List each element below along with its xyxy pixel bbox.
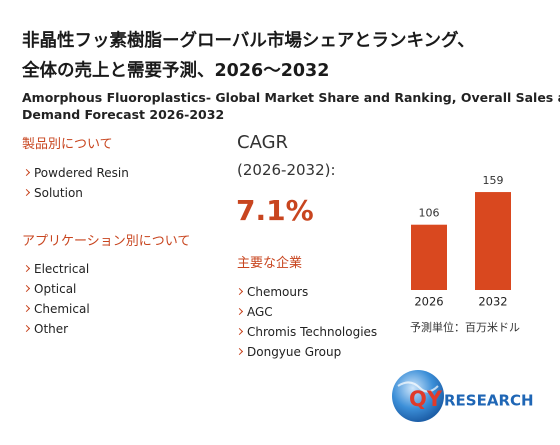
list-item: Solution	[24, 186, 83, 200]
list-item: Chemours	[237, 285, 308, 299]
cagr-label: CAGR	[237, 132, 289, 153]
cagr-period: (2026-2032):	[237, 161, 336, 179]
title: 全体の売上と需要予測、2026～2032	[22, 61, 330, 81]
list-item: AGC	[237, 305, 273, 319]
logo-swoosh	[397, 381, 439, 393]
list-item: Chemical	[24, 302, 90, 316]
logo-name: RESEARCH	[444, 392, 534, 410]
section-heading: 主要な企業	[237, 256, 303, 271]
list-item: Optical	[24, 282, 76, 296]
x-tick-label: 2032	[478, 295, 507, 309]
cagr-value: 7.1%	[236, 194, 314, 227]
subtitle: Amorphous Fluoroplastics- Global Market …	[22, 90, 560, 105]
bar	[411, 224, 447, 290]
data-label: 106	[419, 207, 440, 220]
data-label: 159	[483, 174, 504, 187]
list-item: Chromis Technologies	[237, 325, 377, 339]
chart-note: 予測単位：百万米ドル	[410, 320, 520, 334]
bar	[475, 192, 511, 290]
list-item: Powdered Resin	[24, 166, 129, 180]
list-item: Electrical	[24, 262, 89, 276]
section-heading: アプリケーション別について	[22, 234, 191, 249]
section-heading: 製品別について	[22, 137, 113, 152]
list-item: Dongyue Group	[237, 345, 341, 359]
list-item: Other	[24, 322, 68, 336]
x-tick-label: 2026	[414, 295, 443, 309]
subtitle: Demand Forecast 2026-2032	[22, 107, 225, 122]
title: 非晶性フッ素樹脂ーグローバル市場シェアとランキング、	[22, 31, 475, 51]
logo-mark: QY	[409, 387, 443, 411]
